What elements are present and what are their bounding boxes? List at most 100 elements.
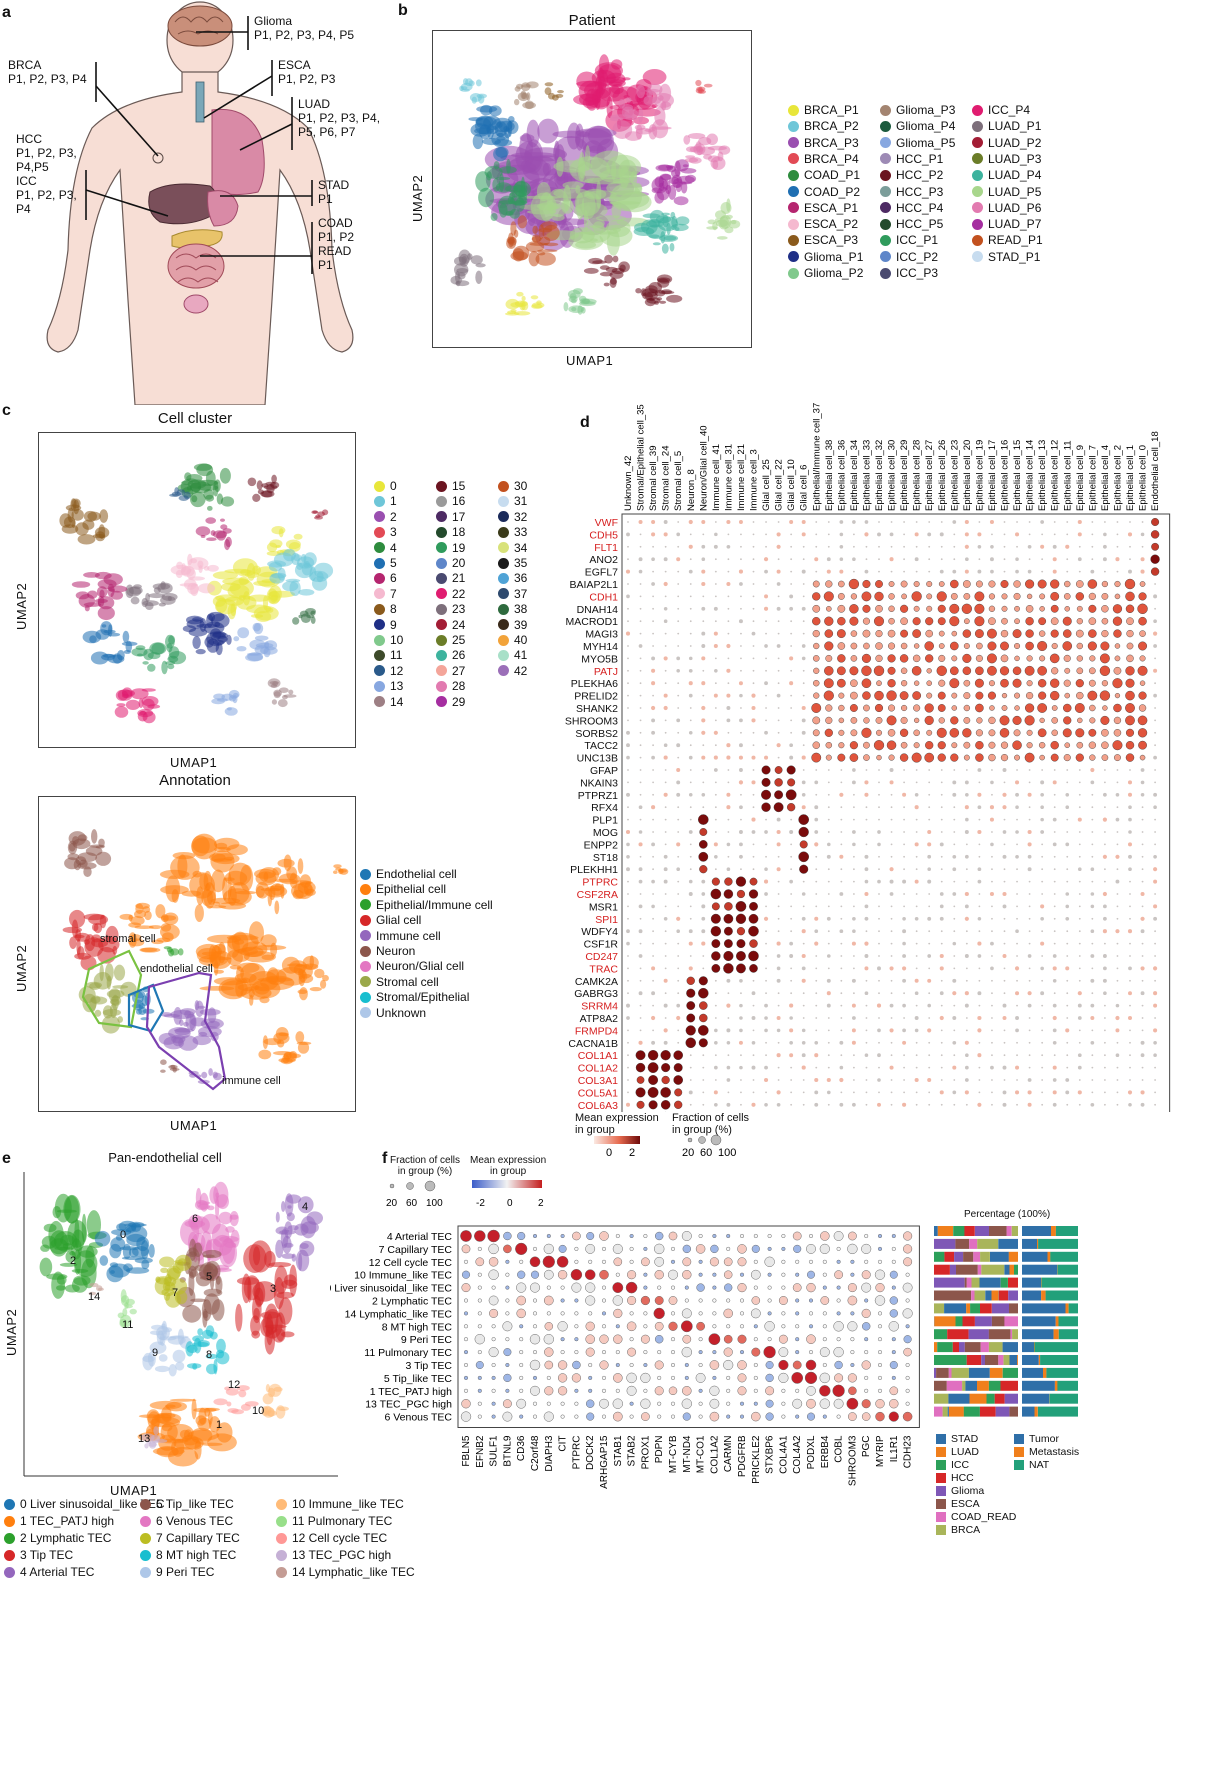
dotplot-dot [903,1017,905,1019]
dotplot-dot [1016,1041,1018,1044]
dotplot-dot [815,769,818,771]
dotplot-dot [1078,1079,1081,1081]
mean-tick: 2 [629,1147,635,1159]
dotplot-dot [1000,678,1009,688]
f-frac-tick: 60 [406,1198,418,1209]
dotplot-dot [735,901,747,912]
dotplot-dot [965,979,968,982]
f-dot [877,1388,883,1393]
dotplot-dot [1104,831,1106,833]
dotplot-dot [689,595,692,598]
dotplot-dot [962,728,972,738]
f-dot [601,1388,607,1393]
dotplot-dot [639,731,642,734]
dotplot-dot [739,1016,743,1020]
dotplot-dot [1141,1066,1144,1069]
dotplot-dot [1040,520,1045,524]
dotplot-dot [1129,769,1131,771]
cancer-pct-segment [989,1226,1007,1236]
dotplot-dot [890,917,893,920]
dotplot-dot [978,1079,981,1081]
endo-cluster-14 [88,1282,104,1296]
dotplot-dot [840,942,843,945]
dotplot-dot [899,654,909,663]
cluster-cluster-18 [311,509,329,520]
dotplot-dot [1015,830,1019,834]
dotplot-dot [1001,692,1008,699]
dotplot-dot [1139,680,1146,686]
dotplot-dot [651,842,656,847]
dotplot-dot [1003,1041,1006,1044]
dotplot-dot [752,855,755,858]
dotplot-dot [776,644,781,648]
dotplot-dot [953,1029,956,1032]
dotplot-dot [776,867,781,872]
dotplot-dot [726,1003,731,1008]
panel-letter-c: c [2,402,11,419]
dotplot-dot [1003,818,1006,821]
dotplot-dot [1053,533,1056,536]
cancer-pct-segment [977,1238,999,1249]
dotplot-dot [853,905,855,908]
dotplot-dot [827,905,830,908]
dotplot-dot [774,778,783,787]
dotplot-dot [677,595,680,598]
dotplot-gene-label: WDFY4 [581,926,618,938]
dotplot-dot [1013,592,1021,600]
cluster-cluster-7 [170,553,219,597]
dotplot-dot [638,830,643,834]
dotplot-dot [626,854,630,859]
dotplot-dot [1041,570,1044,573]
legend-label: LUAD_P3 [988,151,1042,166]
dotplot-dot [890,930,893,933]
dotplot-dot [1063,754,1071,762]
dotplot-dot [890,1091,893,1094]
dotplot-dot [1040,991,1045,996]
f-dot [765,1386,775,1396]
dotplot-dot [790,979,793,982]
dotplot-dot [1003,533,1006,536]
dotplot-dot [1049,653,1060,664]
cancer-pct-segment [944,1303,967,1314]
legend-swatch [140,1566,151,1578]
dotplot-dot [852,916,856,921]
dotplot-dot [689,1054,692,1057]
dotplot-dot [1000,741,1009,749]
dotplot-dot [1125,703,1135,713]
endo-legend-item: 9 Peri TEC [140,1564,214,1580]
dotplot-dot [676,780,681,785]
f-dot [905,1362,910,1368]
dotplot-dot [726,1065,731,1070]
dotplot-dot [902,792,907,797]
cancer-pct-segment [964,1277,967,1288]
dotplot-dot [939,569,944,574]
f-dot [864,1388,869,1393]
dotplot-dot [652,979,654,982]
dotplot-dot [711,877,720,886]
dotplot-dot [978,905,981,908]
dotplot-dot [837,654,846,663]
dotplot-dot [702,669,705,672]
dotplot-col-label: Epithelial cell_28 [912,440,923,511]
dotplot-dot [627,719,629,722]
legend-swatch [972,137,983,149]
dotplot-dot [635,1087,646,1098]
dotplot-dot [736,963,746,974]
dotplot-dot [1053,992,1056,995]
dotplot-dot [1013,729,1021,737]
dotplot-dot [1028,930,1031,933]
dotplot-dot [886,690,897,701]
dotplot-dot [1066,831,1069,833]
f-dot [463,1259,469,1264]
f-dot [532,1311,538,1316]
dotplot-dot [1128,966,1132,971]
dotplot-dot [963,618,970,625]
cancer-pct-segment [1008,1277,1018,1288]
cluster-legend-item: 10 [374,632,403,648]
legend-label: ESCA [951,1497,980,1510]
dotplot-dot [636,1100,645,1109]
dotplot-dot [652,570,654,573]
dotplot-dot [815,855,818,858]
dotplot-dot [827,793,830,796]
dotplot-dot [951,630,958,637]
